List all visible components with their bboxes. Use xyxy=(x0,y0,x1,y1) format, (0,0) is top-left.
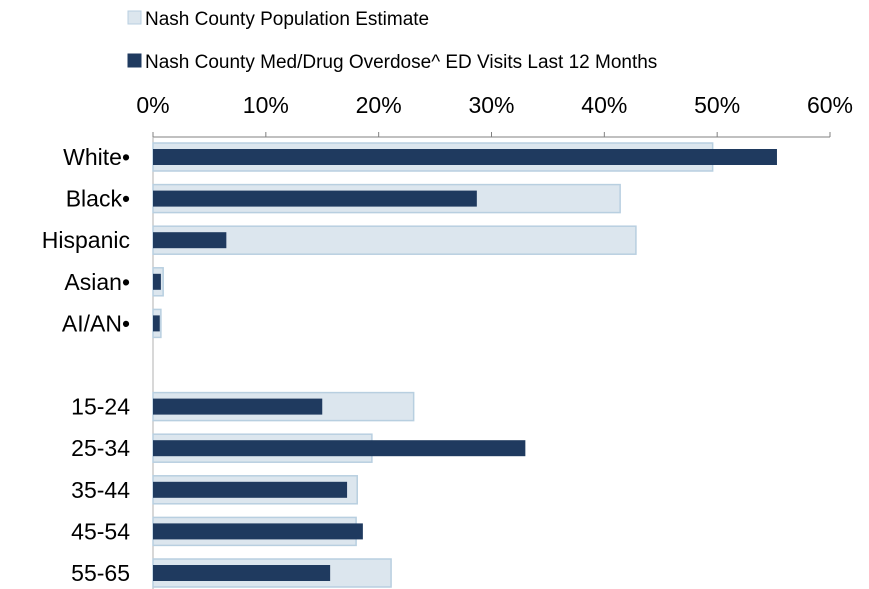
category-label: Hispanic xyxy=(42,227,130,253)
legend: Nash County Population Estimate Nash Coun… xyxy=(127,9,657,73)
category-label: Black• xyxy=(66,186,130,212)
bar-ed-visits xyxy=(153,273,161,290)
category-label: White• xyxy=(63,144,130,170)
bar-ed-visits xyxy=(153,440,526,457)
category-label: AI/AN• xyxy=(62,310,130,336)
x-tick-label: 0% xyxy=(136,92,169,118)
x-tick-label: 50% xyxy=(694,92,740,118)
legend-swatch-1 xyxy=(127,53,142,68)
legend-swatch-0 xyxy=(127,10,142,25)
x-tick-label: 30% xyxy=(468,92,514,118)
legend-label-0: Nash County Population Estimate xyxy=(145,9,429,30)
bar-ed-visits xyxy=(153,481,348,498)
legend-label-1: Nash County Med/Drug Overdose^ ED Visits… xyxy=(145,52,657,73)
category-label: 45-54 xyxy=(71,518,130,544)
x-tick-label: 60% xyxy=(807,92,853,118)
x-tick-label: 40% xyxy=(581,92,627,118)
x-tick-label: 20% xyxy=(356,92,402,118)
category-label: 25-34 xyxy=(71,435,130,461)
bar-ed-visits xyxy=(153,565,331,581)
bar-ed-visits xyxy=(153,398,323,415)
category-label: 35-44 xyxy=(71,477,130,503)
category-label: 15-24 xyxy=(71,394,130,420)
bar-ed-visits xyxy=(153,523,363,540)
category-labels: White• Black• Hispanic Asian• AI/AN• 15-24 25-… xyxy=(42,144,130,586)
bar-ed-visits xyxy=(153,149,777,165)
plot-area xyxy=(152,142,777,588)
category-label: Asian• xyxy=(64,269,130,295)
bar-ed-visits xyxy=(153,315,160,332)
category-label: 55-65 xyxy=(71,560,130,586)
bar-ed-visits xyxy=(153,232,227,249)
x-tick-label: 10% xyxy=(243,92,289,118)
bar-population-estimate xyxy=(152,225,637,255)
x-axis: 0% 10% 20% 30% 40% 50% 60% xyxy=(136,92,853,589)
bar-ed-visits xyxy=(153,190,477,207)
